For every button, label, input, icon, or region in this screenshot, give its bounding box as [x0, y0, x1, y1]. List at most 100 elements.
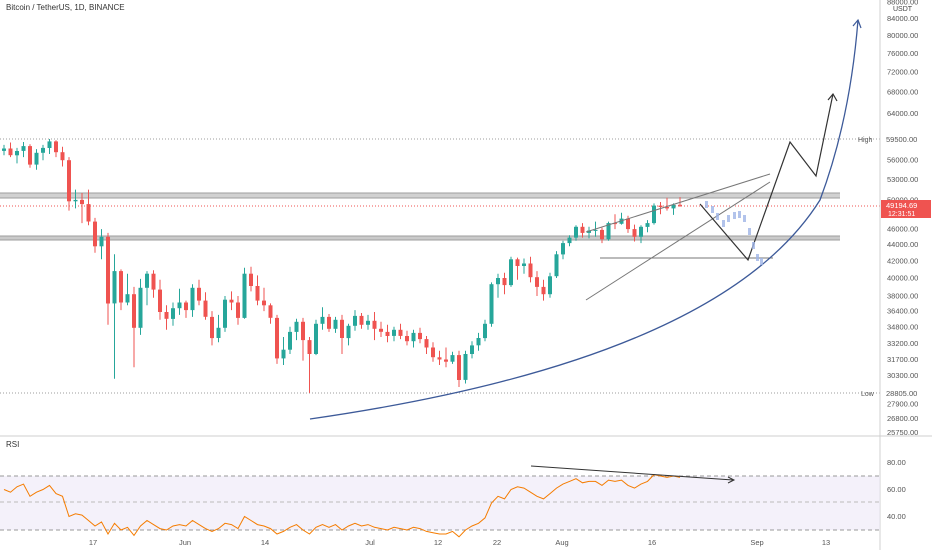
candle-body[interactable]	[255, 286, 260, 301]
candle-body[interactable]	[600, 229, 604, 240]
candle-body[interactable]	[145, 273, 149, 288]
candle-body[interactable]	[99, 236, 104, 247]
candle-body[interactable]	[21, 146, 26, 151]
candle-body[interactable]	[541, 286, 546, 295]
candle-body[interactable]	[190, 287, 195, 311]
candle-body[interactable]	[216, 327, 221, 338]
candle-body[interactable]	[106, 236, 110, 304]
candle-body[interactable]	[86, 204, 91, 222]
candle-body[interactable]	[593, 229, 598, 231]
candle-body[interactable]	[418, 332, 422, 340]
candle-body[interactable]	[203, 300, 208, 317]
candle-body[interactable]	[561, 243, 565, 255]
rsi-axis[interactable]: 80.00 60.00 40.00	[887, 458, 906, 521]
candle-body[interactable]	[197, 287, 201, 301]
candle-body[interactable]	[320, 316, 325, 324]
candle-body[interactable]	[502, 278, 507, 286]
candle-body[interactable]	[125, 294, 130, 303]
candle-body[interactable]	[457, 355, 461, 380]
candle-body[interactable]	[528, 263, 533, 278]
candle-body[interactable]	[281, 349, 286, 359]
candle-body[interactable]	[177, 302, 182, 309]
parabolic-curve[interactable]	[309, 19, 859, 420]
resistance-zone[interactable]	[0, 193, 840, 198]
candle-body[interactable]	[665, 207, 669, 209]
candle-body[interactable]	[2, 148, 6, 151]
candle-body[interactable]	[288, 331, 292, 350]
candle-body[interactable]	[294, 321, 299, 332]
candle-body[interactable]	[476, 338, 481, 346]
candle-body[interactable]	[645, 223, 650, 227]
candle-body[interactable]	[93, 221, 97, 247]
candle-body[interactable]	[353, 315, 357, 326]
candle-body[interactable]	[8, 148, 13, 156]
candle-body[interactable]	[379, 328, 383, 332]
candle-body[interactable]	[398, 329, 403, 336]
candle-body[interactable]	[47, 141, 52, 148]
candle-body[interactable]	[112, 271, 117, 304]
candle-body[interactable]	[346, 325, 351, 339]
candle-body[interactable]	[606, 223, 611, 240]
candle-body[interactable]	[405, 336, 409, 342]
candle-body[interactable]	[437, 357, 442, 360]
candle-body[interactable]	[587, 230, 591, 233]
candle-body[interactable]	[522, 263, 526, 267]
candle-body[interactable]	[463, 354, 468, 380]
candle-body[interactable]	[80, 199, 84, 205]
candle-body[interactable]	[314, 323, 318, 354]
candle-body[interactable]	[450, 355, 455, 362]
candle-body[interactable]	[132, 294, 136, 328]
candle-body[interactable]	[301, 321, 305, 341]
candle-body[interactable]	[678, 204, 682, 206]
candle-body[interactable]	[652, 205, 656, 224]
candle-body[interactable]	[580, 226, 585, 233]
candle-body[interactable]	[327, 316, 331, 329]
candle-body[interactable]	[509, 259, 513, 286]
candle-body[interactable]	[151, 273, 156, 290]
time-axis[interactable]: 17 Jun 14 Jul 12 22 Aug 16 Sep 13	[89, 538, 830, 547]
candle-body[interactable]	[424, 339, 429, 348]
candle-body[interactable]	[444, 359, 448, 362]
candle-body[interactable]	[249, 273, 253, 286]
candle-body[interactable]	[554, 254, 559, 277]
candle-body[interactable]	[392, 329, 396, 336]
candle-body[interactable]	[385, 331, 390, 336]
candle-body[interactable]	[496, 278, 500, 285]
candle-body[interactable]	[268, 305, 273, 318]
candle-body[interactable]	[567, 237, 572, 244]
candle-body[interactable]	[28, 146, 32, 165]
candle-body[interactable]	[515, 259, 520, 266]
candle-body[interactable]	[171, 308, 175, 319]
candle-body[interactable]	[164, 312, 169, 319]
candle-body[interactable]	[470, 345, 474, 354]
candle-body[interactable]	[242, 273, 247, 318]
candle-body[interactable]	[574, 226, 578, 238]
candle-body[interactable]	[223, 299, 227, 328]
candle-body[interactable]	[671, 204, 676, 209]
candle-body[interactable]	[236, 302, 240, 318]
candle-body[interactable]	[658, 205, 663, 207]
candle-body[interactable]	[210, 316, 214, 339]
main-pane[interactable]	[0, 0, 880, 436]
candle-body[interactable]	[626, 218, 630, 230]
candle-body[interactable]	[119, 271, 123, 303]
candle-body[interactable]	[73, 199, 78, 202]
candle-body[interactable]	[411, 332, 416, 342]
candle-body[interactable]	[333, 319, 338, 329]
candle-body[interactable]	[372, 320, 377, 329]
candle-body[interactable]	[184, 302, 188, 311]
candle-body[interactable]	[639, 226, 643, 237]
price-axis[interactable]: 88000.00 84000.00 80000.00 76000.00 72000.00…	[887, 0, 918, 437]
projection-path[interactable]	[699, 93, 834, 262]
candle-body[interactable]	[158, 289, 162, 312]
support-zone[interactable]	[0, 236, 840, 240]
candle-body[interactable]	[340, 319, 344, 338]
candle-body[interactable]	[359, 315, 364, 325]
rsi-divergence-line[interactable]	[530, 465, 734, 481]
candle-body[interactable]	[489, 284, 494, 324]
candle-body[interactable]	[366, 320, 370, 325]
channel-upper-line[interactable]	[585, 173, 771, 233]
candle-body[interactable]	[15, 151, 19, 156]
candle-body[interactable]	[138, 287, 143, 328]
